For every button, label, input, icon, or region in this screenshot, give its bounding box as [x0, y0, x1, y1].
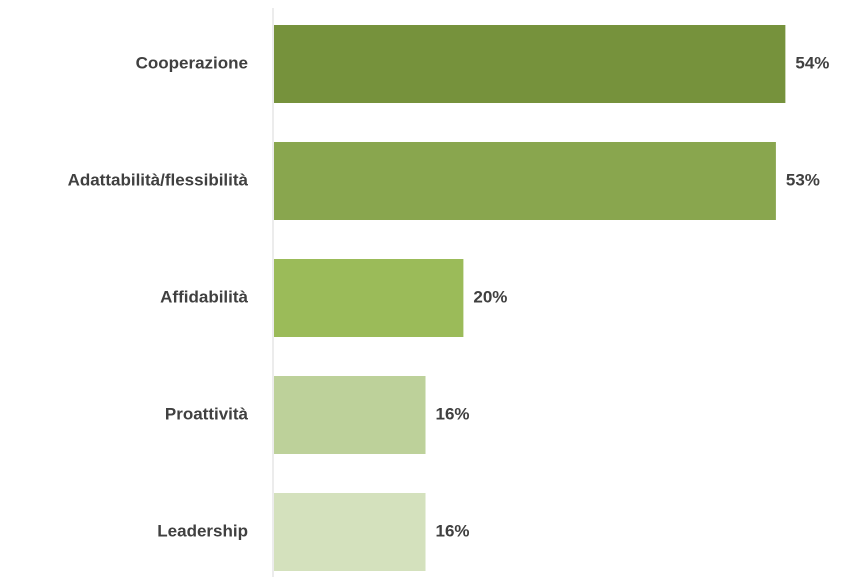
- value-label-3: 16%: [436, 404, 470, 423]
- category-label-1: Adattabilità/flessibilità: [68, 170, 249, 189]
- value-label-4: 16%: [436, 521, 470, 540]
- bar-4: [274, 493, 426, 571]
- bar-1: [274, 142, 776, 220]
- value-label-1: 53%: [786, 170, 820, 189]
- bars-layer: [274, 25, 786, 571]
- category-label-3: Proattività: [165, 404, 249, 423]
- value-label-2: 20%: [473, 287, 507, 306]
- bar-3: [274, 376, 426, 454]
- bar-2: [274, 259, 464, 337]
- category-label-0: Cooperazione: [136, 53, 248, 72]
- bar-0: [274, 25, 786, 103]
- value-label-0: 54%: [795, 53, 829, 72]
- category-label-4: Leadership: [157, 521, 248, 540]
- labels-layer: Cooperazione 54% Adattabilità/flessibilità…: [68, 53, 830, 540]
- category-label-2: Affidabilità: [160, 287, 248, 306]
